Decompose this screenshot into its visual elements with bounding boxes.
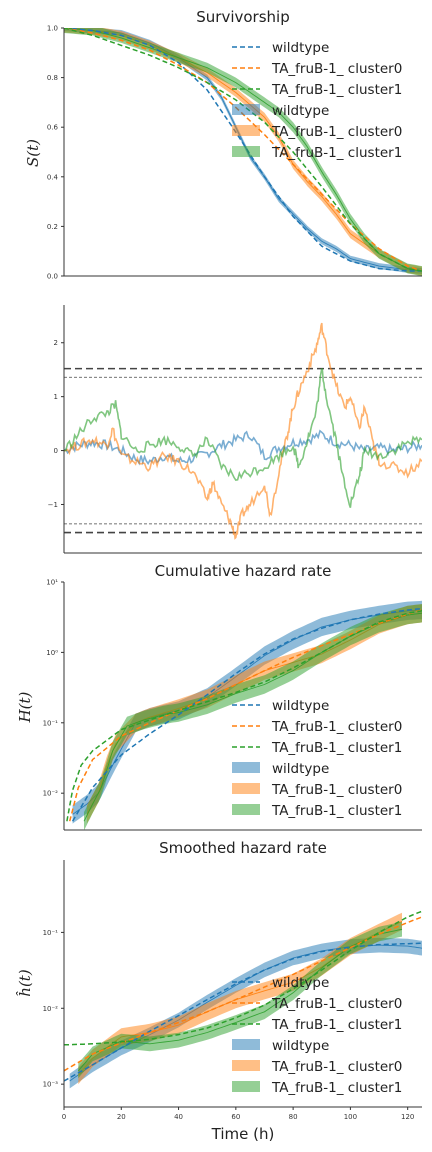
legend-label: wildtype	[272, 975, 329, 991]
legend-label: TA_fruB-1_ cluster1	[271, 1017, 402, 1033]
legend-band-swatch	[232, 783, 260, 794]
legend-band-swatch	[232, 1081, 260, 1092]
legend-label: TA_fruB-1_ cluster0	[271, 782, 402, 798]
y-tick-label: 10⁻³	[43, 1081, 59, 1089]
km-line-ta-frub-1-cluster1	[77, 928, 403, 1072]
legend-label: TA_fruB-1_ cluster0	[271, 719, 402, 735]
y-tick-label: 2	[54, 339, 58, 347]
fit-line-ta-frub-1-cluster1	[64, 910, 422, 1046]
y-tick-label: 10¹	[46, 579, 58, 587]
fit-line-ta-frub-1-cluster0	[68, 609, 422, 822]
y-tick-label: 10⁻¹	[43, 719, 59, 727]
legend-label: TA_fruB-1_ cluster0	[271, 124, 402, 140]
y-tick-label: 10⁻²	[43, 790, 59, 798]
legend-label: wildtype	[272, 761, 329, 777]
legend-band-swatch	[232, 1060, 260, 1071]
cumulative-hazard-title: Cumulative hazard rate	[155, 562, 332, 580]
y-tick-label: 1.0	[47, 25, 58, 33]
x-tick-label: 100	[344, 1113, 357, 1121]
legend-band-swatch	[232, 125, 260, 136]
legend-label: wildtype	[272, 40, 329, 56]
y-tick-label: 0.2	[47, 223, 58, 231]
legend-band-swatch	[232, 1039, 260, 1050]
deviation-line-ta-frub-1-cluster1	[64, 368, 422, 508]
x-tick-label: 20	[117, 1113, 126, 1121]
y-tick-label: 0.0	[47, 273, 58, 281]
fit-line-wildtype	[71, 607, 422, 822]
legend-label: wildtype	[272, 698, 329, 714]
y-tick-label: 1	[54, 393, 58, 401]
fit-line-ta-frub-1-cluster0	[64, 28, 422, 272]
x-tick-label: 60	[231, 1113, 240, 1121]
legend-band-swatch	[232, 804, 260, 815]
smoothed-hazard-title: Smoothed hazard rate	[159, 839, 327, 857]
band-ta-frub-1-cluster1	[84, 604, 422, 830]
legend-band-swatch	[232, 104, 260, 115]
x-tick-label: 0	[62, 1113, 66, 1121]
x-axis-label: Time (h)	[211, 1125, 275, 1143]
smoothed-hazard-ylabel: ĥ(t)	[16, 969, 34, 997]
y-tick-label: 10⁰	[46, 649, 58, 657]
y-tick-label: 0	[54, 447, 58, 455]
legend-label: TA_fruB-1_ cluster0	[271, 1059, 402, 1075]
legend-label: TA_fruB-1_ cluster1	[271, 1080, 402, 1096]
smoothed-hazard-panel: Smoothed hazard rate ĥ(t) 10⁻³ 10⁻² 10⁻¹ 0 2…	[16, 839, 422, 1121]
legend-label: TA_fruB-1_ cluster0	[271, 61, 402, 77]
survivorship-ylabel: S(t)	[24, 139, 42, 167]
deviation-line-wildtype	[64, 429, 422, 466]
legend-label: TA_fruB-1_ cluster1	[271, 740, 402, 756]
fit-line-ta-frub-1-cluster1	[64, 28, 422, 272]
cumulative-hazard-ylabel: H(t)	[16, 691, 34, 723]
legend-band-swatch	[232, 146, 260, 157]
deviation-line-ta-frub-1-cluster0	[64, 322, 422, 540]
deviation-panel: −1 0 1 2	[48, 305, 422, 554]
legend-label: TA_fruB-1_ cluster1	[271, 803, 402, 819]
survivorship-title: Survivorship	[196, 8, 289, 26]
fit-line-ta-frub-1-cluster1	[66, 610, 422, 822]
legend-label: wildtype	[272, 1038, 329, 1054]
legend-label: TA_fruB-1_ cluster0	[271, 996, 402, 1012]
y-tick-label: 10⁻¹	[43, 929, 59, 937]
y-tick-label: 0.8	[47, 74, 58, 82]
survivorship-panel: Survivorship S(t) 0.0 0.2 0.4 0.6 0.8 1.0 wil…	[24, 8, 422, 281]
x-tick-label: 40	[174, 1113, 183, 1121]
y-tick-label: 0.6	[47, 124, 59, 132]
legend-band-swatch	[232, 762, 260, 773]
legend-label: TA_fruB-1_ cluster1	[271, 145, 402, 161]
y-tick-label: 0.4	[47, 173, 59, 181]
band-ta-frub-1-cluster0	[64, 28, 422, 276]
legend-label: TA_fruB-1_ cluster1	[271, 82, 402, 98]
y-tick-label: −1	[48, 501, 58, 509]
legend-label: wildtype	[272, 103, 329, 119]
fit-line-wildtype	[64, 28, 422, 272]
x-tick-label: 120	[401, 1113, 414, 1121]
cumulative-hazard-panel: Cumulative hazard rate H(t) 10⁻² 10⁻¹ 10⁰ 1…	[16, 562, 422, 831]
band-ta-frub-1-cluster1	[78, 921, 403, 1079]
y-tick-label: 10⁻²	[43, 1005, 59, 1013]
x-tick-label: 80	[289, 1113, 298, 1121]
fit-line-ta-frub-1-cluster0	[64, 916, 422, 1072]
